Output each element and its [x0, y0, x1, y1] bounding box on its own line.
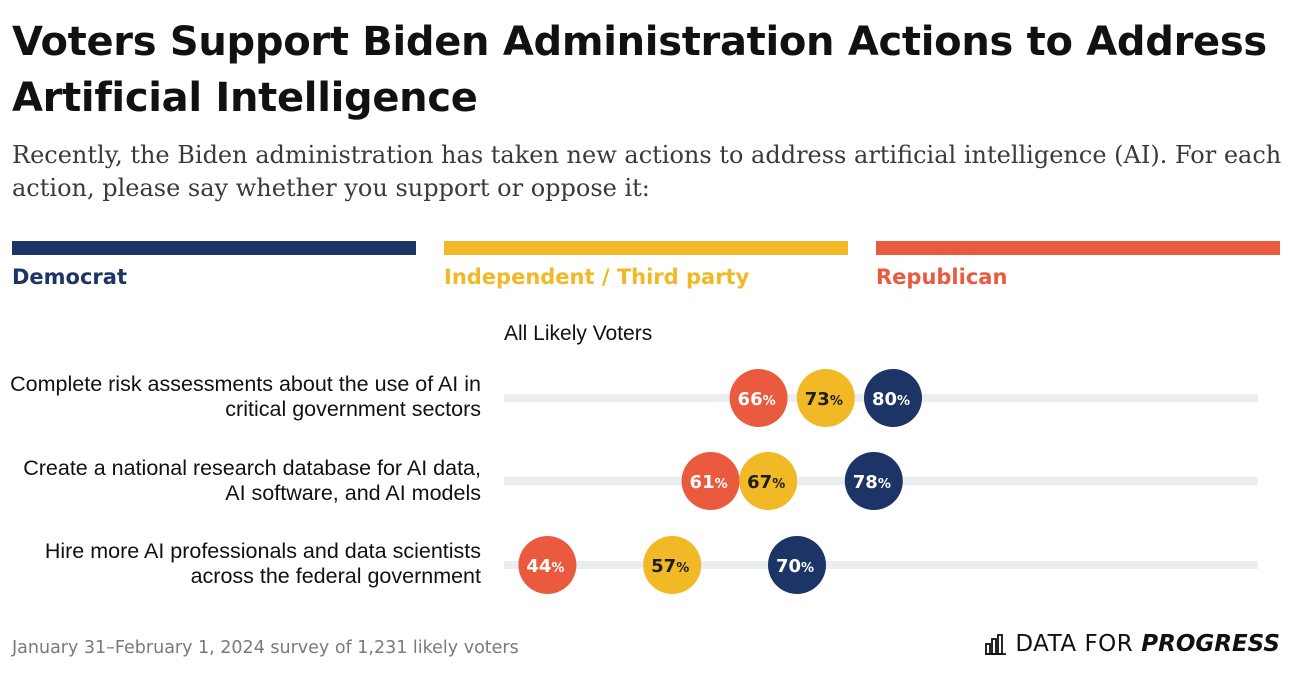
- row-label-3: Hire more AI professionals and data scie…: [44, 539, 481, 588]
- dot-republican: [518, 536, 577, 594]
- data-label: 78%: [853, 472, 891, 493]
- data-label: 73%: [805, 389, 843, 410]
- legend-republican: Republican: [876, 241, 1280, 291]
- brand-part1: DATA FOR: [1015, 631, 1134, 657]
- row-label-1: Complete risk assessments about the use …: [10, 372, 481, 421]
- legend-label-independent: Independent / Third party: [444, 265, 750, 289]
- legend-label-democrat: Democrat: [12, 265, 127, 289]
- brand-part2: PROGRESS: [1141, 631, 1280, 657]
- dot-republican: [681, 452, 740, 510]
- data-label: 66%: [738, 389, 776, 410]
- data-label: 70%: [776, 556, 814, 577]
- legend-democrat: Democrat: [12, 241, 416, 291]
- group-label: All Likely Voters: [504, 322, 652, 345]
- data-label: 80%: [872, 389, 910, 410]
- legend-swatch-republican: [876, 241, 1280, 255]
- bar-chart-icon: [985, 634, 1007, 655]
- data-label: 44%: [526, 556, 564, 577]
- legend-swatch-independent: [444, 241, 848, 255]
- data-label: 67%: [747, 472, 785, 493]
- legend-independent: Independent / Third party: [444, 241, 848, 291]
- chart-title: Voters Support Biden Administration Acti…: [12, 19, 1267, 121]
- legend-label-republican: Republican: [876, 265, 1008, 289]
- brand-logo: DATA FOR PROGRESS: [985, 631, 1280, 657]
- dot-democrat: [844, 452, 903, 510]
- dot-independent: [796, 369, 855, 427]
- dot-republican: [729, 369, 788, 427]
- dot-democrat: [768, 536, 826, 594]
- chart-subtitle: Recently, the Biden administration has t…: [12, 141, 1282, 202]
- legend-swatch-democrat: [12, 241, 416, 255]
- data-label: 57%: [651, 556, 689, 577]
- footer-source: January 31–February 1, 2024 survey of 1,…: [12, 638, 519, 658]
- dot-independent: [643, 536, 702, 594]
- row-track: [504, 561, 1258, 569]
- row-label-2: Create a national research database for …: [23, 456, 481, 505]
- dot-democrat: [864, 369, 922, 427]
- data-label: 61%: [690, 472, 728, 493]
- dot-independent: [739, 452, 798, 510]
